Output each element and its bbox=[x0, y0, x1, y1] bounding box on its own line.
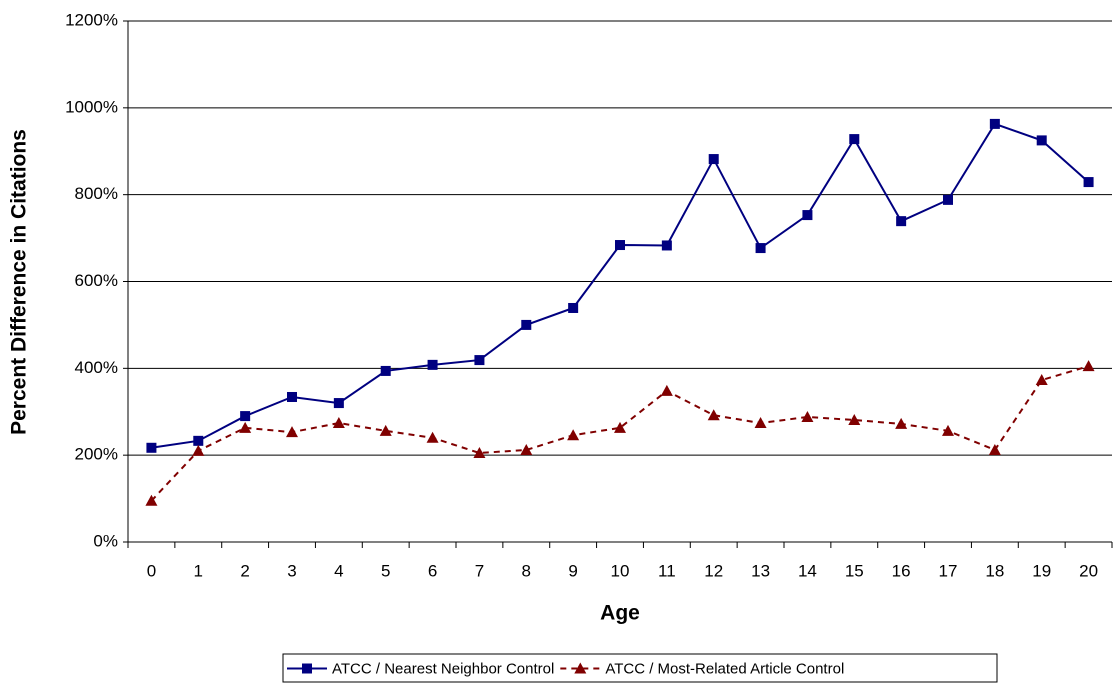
data-point bbox=[848, 413, 861, 425]
data-point bbox=[193, 435, 204, 446]
data-point bbox=[615, 240, 625, 251]
x-tick-label: 15 bbox=[845, 561, 864, 580]
data-point bbox=[286, 426, 298, 438]
data-point bbox=[802, 210, 813, 221]
data-point bbox=[287, 391, 297, 402]
data-point bbox=[240, 411, 251, 422]
data-point bbox=[333, 398, 344, 409]
data-point bbox=[849, 134, 860, 145]
data-point bbox=[989, 118, 1000, 129]
y-tick-label: 800% bbox=[75, 184, 118, 203]
data-point bbox=[707, 409, 720, 421]
data-point bbox=[801, 410, 814, 422]
x-tick-label: 12 bbox=[704, 561, 723, 580]
data-point bbox=[427, 359, 438, 370]
x-tick-label: 3 bbox=[287, 561, 296, 580]
legend-marker bbox=[574, 662, 587, 674]
x-tick-label: 0 bbox=[147, 561, 156, 580]
legend-label: ATCC / Nearest Neighbor Control bbox=[332, 660, 554, 677]
x-tick-label: 20 bbox=[1079, 561, 1098, 580]
data-point bbox=[380, 365, 391, 376]
data-point bbox=[567, 429, 580, 441]
x-tick-label: 9 bbox=[568, 561, 577, 580]
data-point bbox=[895, 417, 908, 429]
data-point bbox=[942, 424, 954, 436]
legend-marker bbox=[302, 663, 312, 674]
data-point bbox=[660, 384, 673, 396]
y-tick-label: 600% bbox=[75, 271, 118, 290]
y-tick-label: 1200% bbox=[65, 10, 118, 29]
data-point bbox=[568, 302, 579, 313]
x-tick-label: 5 bbox=[381, 561, 390, 580]
x-tick-label: 11 bbox=[658, 561, 676, 580]
data-point bbox=[1083, 177, 1094, 188]
data-point bbox=[1035, 374, 1048, 386]
x-tick-label: 13 bbox=[751, 561, 770, 580]
data-point bbox=[474, 355, 485, 366]
data-point bbox=[614, 421, 626, 433]
legend-box bbox=[282, 653, 998, 683]
x-tick-label: 14 bbox=[798, 561, 817, 580]
data-point bbox=[520, 443, 533, 455]
x-tick-label: 17 bbox=[939, 561, 958, 580]
x-axis-title: Age bbox=[600, 602, 640, 625]
x-tick-label: 4 bbox=[334, 561, 343, 580]
data-point bbox=[473, 446, 486, 458]
data-point bbox=[379, 424, 392, 436]
legend-label: ATCC / Most-Related Article Control bbox=[605, 660, 844, 677]
x-tick-label: 1 bbox=[194, 561, 203, 580]
data-point bbox=[192, 444, 205, 456]
y-tick-label: 400% bbox=[75, 358, 118, 377]
data-point bbox=[1036, 135, 1047, 146]
y-axis-title: Percent Difference in Citations bbox=[8, 129, 31, 435]
data-point bbox=[332, 417, 345, 429]
data-point bbox=[943, 194, 953, 205]
x-tick-label: 6 bbox=[428, 561, 437, 580]
x-tick-label: 19 bbox=[1032, 561, 1051, 580]
x-tick-label: 7 bbox=[475, 561, 484, 580]
data-point bbox=[145, 494, 158, 506]
data-point bbox=[146, 442, 157, 453]
data-point bbox=[1082, 360, 1095, 372]
data-point bbox=[426, 431, 439, 443]
x-tick-label: 16 bbox=[892, 561, 911, 580]
y-tick-label: 1000% bbox=[65, 97, 118, 116]
x-tick-label: 8 bbox=[522, 561, 531, 580]
y-tick-label: 200% bbox=[75, 445, 118, 464]
data-point bbox=[661, 240, 672, 251]
data-point bbox=[988, 443, 1001, 455]
data-point bbox=[755, 243, 766, 254]
data-point bbox=[521, 319, 532, 330]
data-point bbox=[239, 421, 252, 433]
y-tick-label: 0% bbox=[93, 531, 118, 550]
data-point bbox=[708, 154, 719, 165]
x-tick-label: 2 bbox=[240, 561, 249, 580]
data-point bbox=[896, 216, 907, 227]
x-tick-label: 10 bbox=[611, 561, 630, 580]
data-point bbox=[754, 417, 767, 429]
x-tick-label: 18 bbox=[985, 561, 1004, 580]
